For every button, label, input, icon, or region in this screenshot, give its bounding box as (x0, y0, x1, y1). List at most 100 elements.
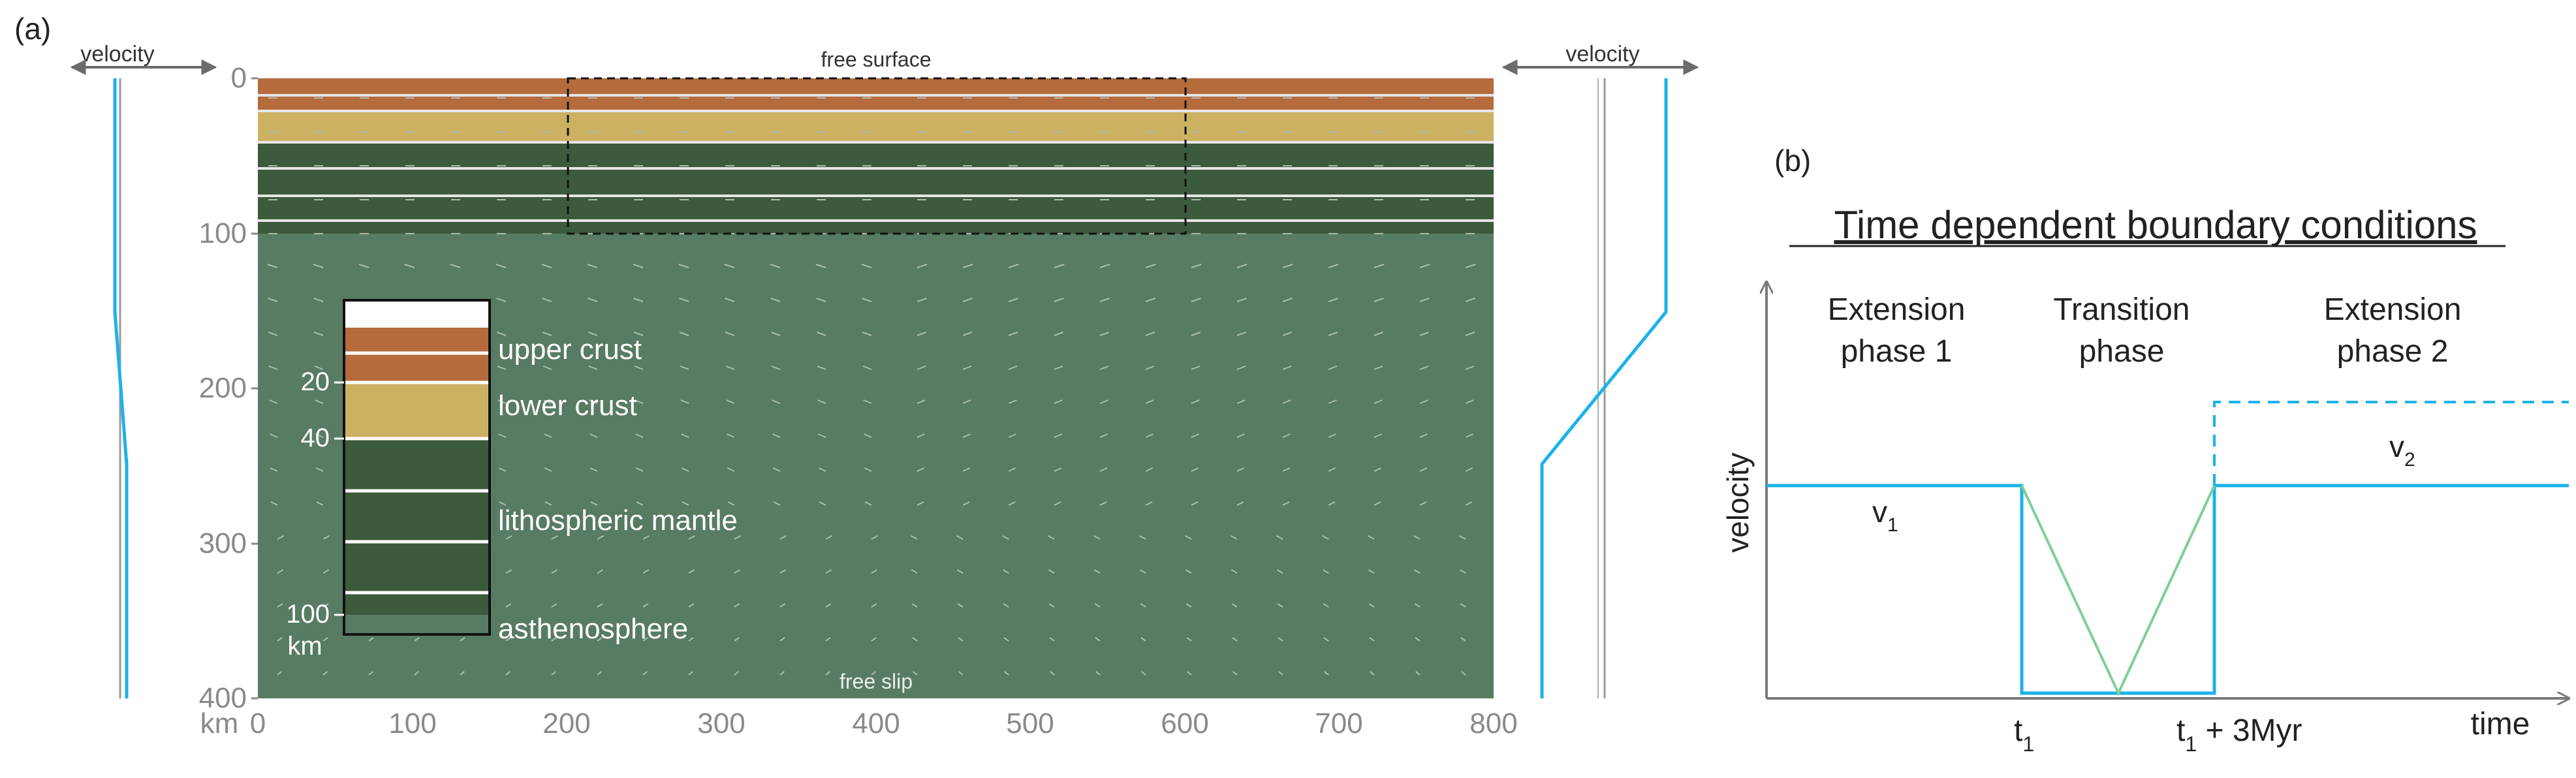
flow-arrow (724, 264, 735, 268)
flow-arrow (551, 637, 557, 642)
flow-arrow (779, 603, 786, 608)
flow-arrow (817, 366, 826, 370)
flow-arrow (588, 298, 598, 302)
flow-arrow (1099, 264, 1110, 268)
flow-arrow (1374, 298, 1384, 302)
x-tick-500: 500 (1006, 708, 1054, 739)
flow-arrow (505, 671, 510, 676)
flow-arrow (270, 501, 278, 506)
v1-label: v1 (1872, 495, 1898, 536)
flow-arrow (313, 298, 324, 302)
flow-arrow (315, 399, 324, 404)
legend-air (344, 300, 490, 328)
flow-arrow (1328, 433, 1336, 438)
flow-arrow (642, 569, 650, 574)
flow-arrow (1145, 467, 1154, 472)
flow-arrow (460, 637, 465, 642)
flow-arrow (770, 332, 781, 336)
flow-arrow (1322, 569, 1329, 574)
flow-arrow (962, 467, 971, 472)
flow-arrow (1465, 501, 1473, 506)
flow-arrow (1282, 399, 1291, 404)
x-tick-800: 800 (1469, 708, 1517, 739)
flow-arrow (1328, 332, 1338, 336)
flow-arrow (1048, 569, 1055, 574)
flow-arrow (1187, 671, 1192, 676)
flow-arrow (1099, 433, 1108, 438)
flow-arrow (1419, 366, 1429, 370)
flow-arrow (1099, 298, 1110, 302)
flow-arrow (277, 535, 284, 540)
flow-arrow (1093, 569, 1101, 574)
flow-arrow (734, 637, 740, 642)
flow-arrow (541, 264, 552, 268)
flow-arrow (1186, 637, 1192, 642)
flow-arrow (1328, 264, 1339, 268)
flow-arrow (1278, 637, 1283, 642)
flow-arrow (1054, 433, 1062, 438)
flow-arrow (635, 433, 644, 438)
flow-arrow (460, 671, 465, 676)
flow-arrow (688, 637, 694, 642)
flow-arrow (871, 535, 878, 540)
flow-arrow (771, 366, 781, 370)
flow-arrow (1236, 366, 1246, 370)
flow-arrow (633, 298, 644, 302)
flow-arrow (688, 535, 695, 540)
flow-arrow (277, 637, 283, 642)
flow-arrow (1465, 399, 1474, 404)
flow-arrow (1374, 433, 1382, 438)
right-velocity-label: velocity (1565, 42, 1639, 67)
flow-arrow (773, 501, 781, 506)
panel-a-label: (a) (14, 12, 51, 46)
flow-arrow (544, 467, 552, 472)
flow-arrow (1008, 366, 1018, 370)
flow-arrow (322, 637, 328, 642)
layer-divider-lines (258, 94, 1494, 222)
flow-arrow (863, 399, 872, 404)
flow-arrow (1099, 366, 1109, 370)
flow-arrow (1236, 399, 1246, 404)
flow-arrow (1185, 569, 1192, 574)
flow-arrow (1276, 535, 1283, 540)
flow-arrow (1054, 298, 1064, 302)
flow-arrow (956, 569, 964, 574)
flow-arrow (315, 433, 324, 438)
x-tick-400: 400 (852, 708, 900, 739)
flow-arrow (542, 298, 552, 302)
flow-arrow (825, 569, 832, 574)
flow-arrow (635, 467, 644, 472)
flow-arrow (497, 399, 507, 404)
panel-b-title: Time dependent boundary conditions (1834, 203, 2477, 247)
flow-arrow (1236, 332, 1247, 336)
flow-arrow (725, 332, 735, 336)
flow-arrow (1236, 501, 1244, 506)
flow-arrow (1233, 671, 1238, 676)
flow-arrow (1459, 569, 1466, 574)
flow-arrow (505, 637, 511, 642)
flow-arrow (917, 501, 924, 506)
flow-arrow (315, 467, 324, 472)
flow-arrow (1232, 637, 1238, 642)
flow-arrow (1465, 467, 1473, 472)
flow-arrow (682, 501, 689, 506)
flow-arrow (1460, 637, 1466, 642)
flow-arrow (277, 603, 283, 608)
flow-arrow (681, 433, 689, 438)
flow-arrow (1465, 298, 1475, 302)
flow-arrow (1328, 467, 1336, 472)
flow-arrow (1140, 603, 1146, 608)
flow-arrow (1145, 366, 1155, 370)
flow-arrow (642, 603, 649, 608)
flow-arrow (597, 569, 604, 574)
flow-arrow (1145, 264, 1156, 268)
right-velocity-profile (1540, 78, 1668, 698)
flow-arrow (1413, 569, 1421, 574)
flow-arrow (688, 603, 695, 608)
phase-1-line-2: phase 1 (1841, 334, 1953, 369)
v2-label: v2 (2389, 429, 2415, 471)
flow-arrow (322, 535, 330, 540)
flow-arrow (1414, 603, 1421, 608)
flow-arrow (680, 366, 689, 370)
